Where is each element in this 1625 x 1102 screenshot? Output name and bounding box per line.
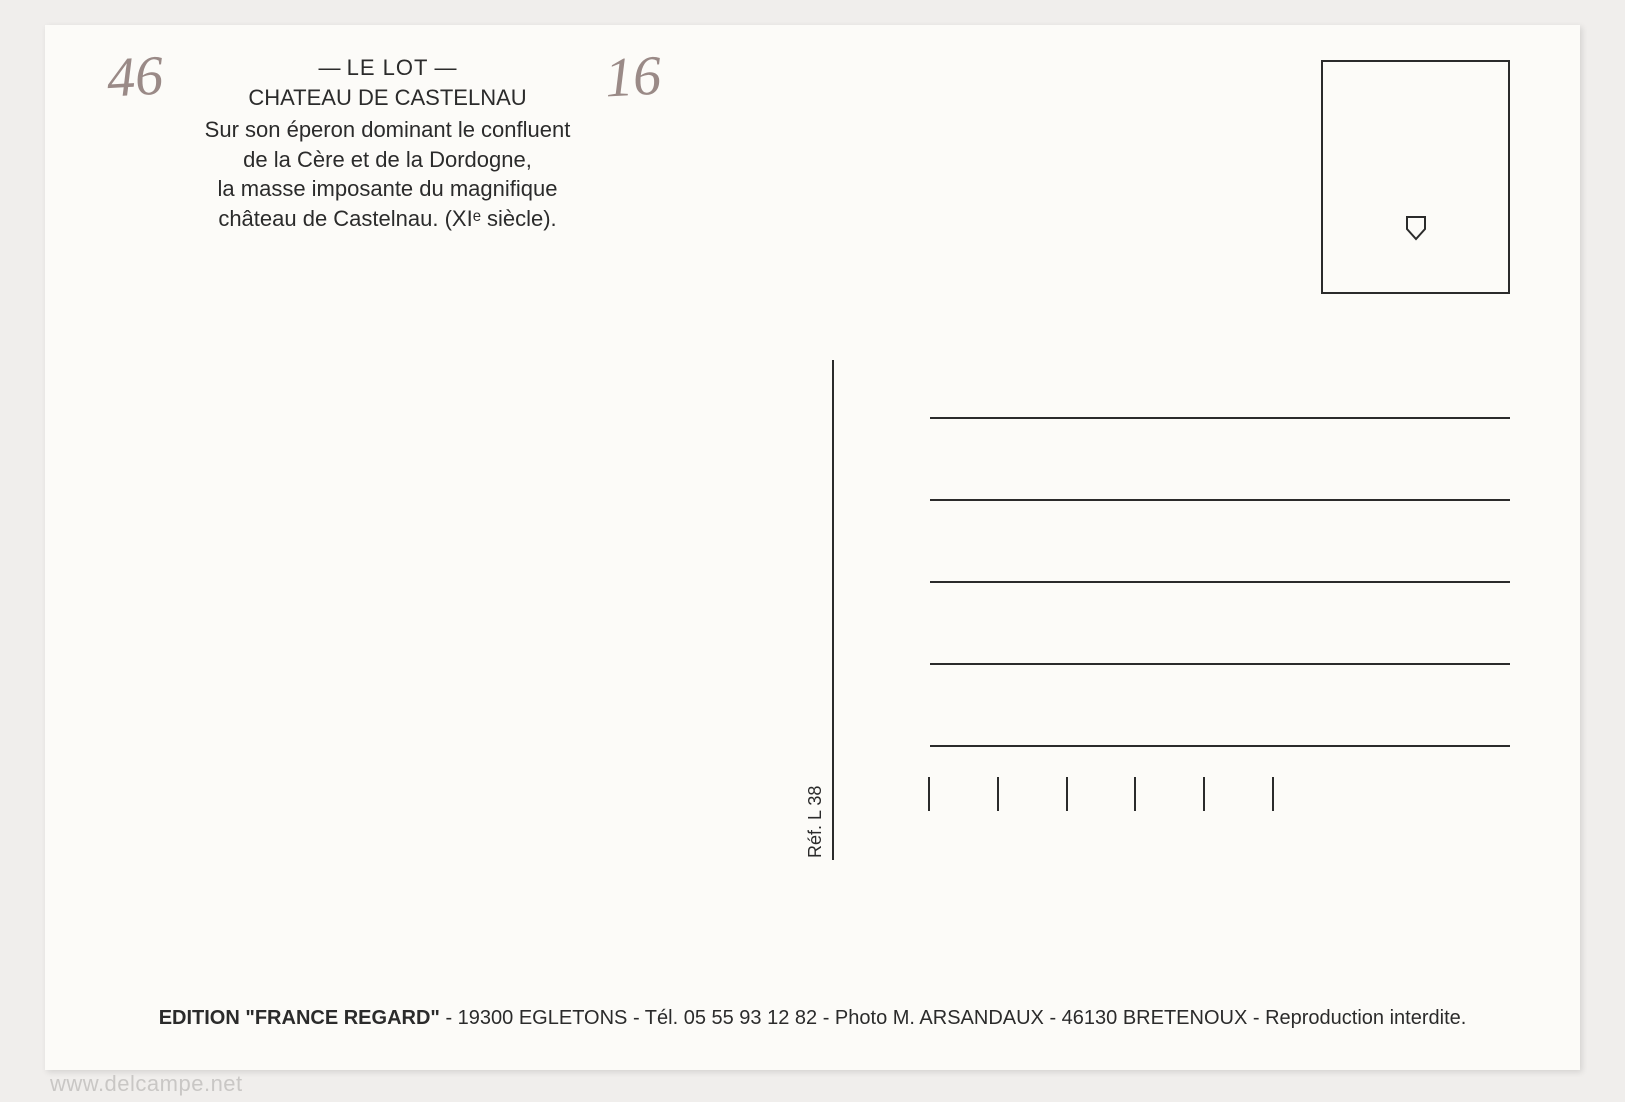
publisher-details: - 19300 EGLETONS - Tél. 05 55 93 12 82 -… bbox=[440, 1007, 1466, 1029]
zip-tick bbox=[1272, 777, 1274, 811]
stamp-placeholder bbox=[1321, 60, 1510, 294]
zip-tick bbox=[997, 777, 999, 811]
address-line bbox=[930, 745, 1510, 747]
postcard-back: 46 16 LE LOT CHATEAU DE CASTELNAU Sur so… bbox=[45, 25, 1580, 1070]
desc-line: Sur son éperon dominant le confluent bbox=[205, 117, 571, 142]
address-line bbox=[930, 663, 1510, 665]
center-divider bbox=[832, 360, 834, 860]
address-line bbox=[930, 499, 1510, 501]
publisher-footer: EDITION "FRANCE REGARD" - 19300 EGLETONS… bbox=[45, 1007, 1580, 1030]
chateau-description: Sur son éperon dominant le confluent de … bbox=[125, 115, 650, 234]
zip-tick bbox=[1066, 777, 1068, 811]
publisher-name: EDITION "FRANCE REGARD" bbox=[159, 1007, 440, 1029]
region-label: LE LOT bbox=[125, 55, 650, 81]
zip-tick bbox=[1134, 777, 1136, 811]
zip-tick bbox=[1203, 777, 1205, 811]
reference-code: Réf. L 38 bbox=[805, 786, 826, 858]
postal-code-ticks bbox=[928, 777, 1274, 811]
desc-line: de la Cère et de la Dordogne, bbox=[243, 147, 532, 172]
caption-block: LE LOT CHATEAU DE CASTELNAU Sur son éper… bbox=[125, 55, 650, 234]
address-line bbox=[930, 581, 1510, 583]
desc-line: la masse imposante du magnifique bbox=[218, 176, 558, 201]
desc-line: château de Castelnau. (XIᵉ siècle). bbox=[218, 206, 556, 231]
site-watermark: www.delcampe.net bbox=[50, 1071, 243, 1097]
shield-icon bbox=[1405, 215, 1427, 241]
zip-tick bbox=[928, 777, 930, 811]
chateau-title: CHATEAU DE CASTELNAU bbox=[125, 85, 650, 111]
address-lines bbox=[930, 417, 1510, 747]
address-line bbox=[930, 417, 1510, 419]
